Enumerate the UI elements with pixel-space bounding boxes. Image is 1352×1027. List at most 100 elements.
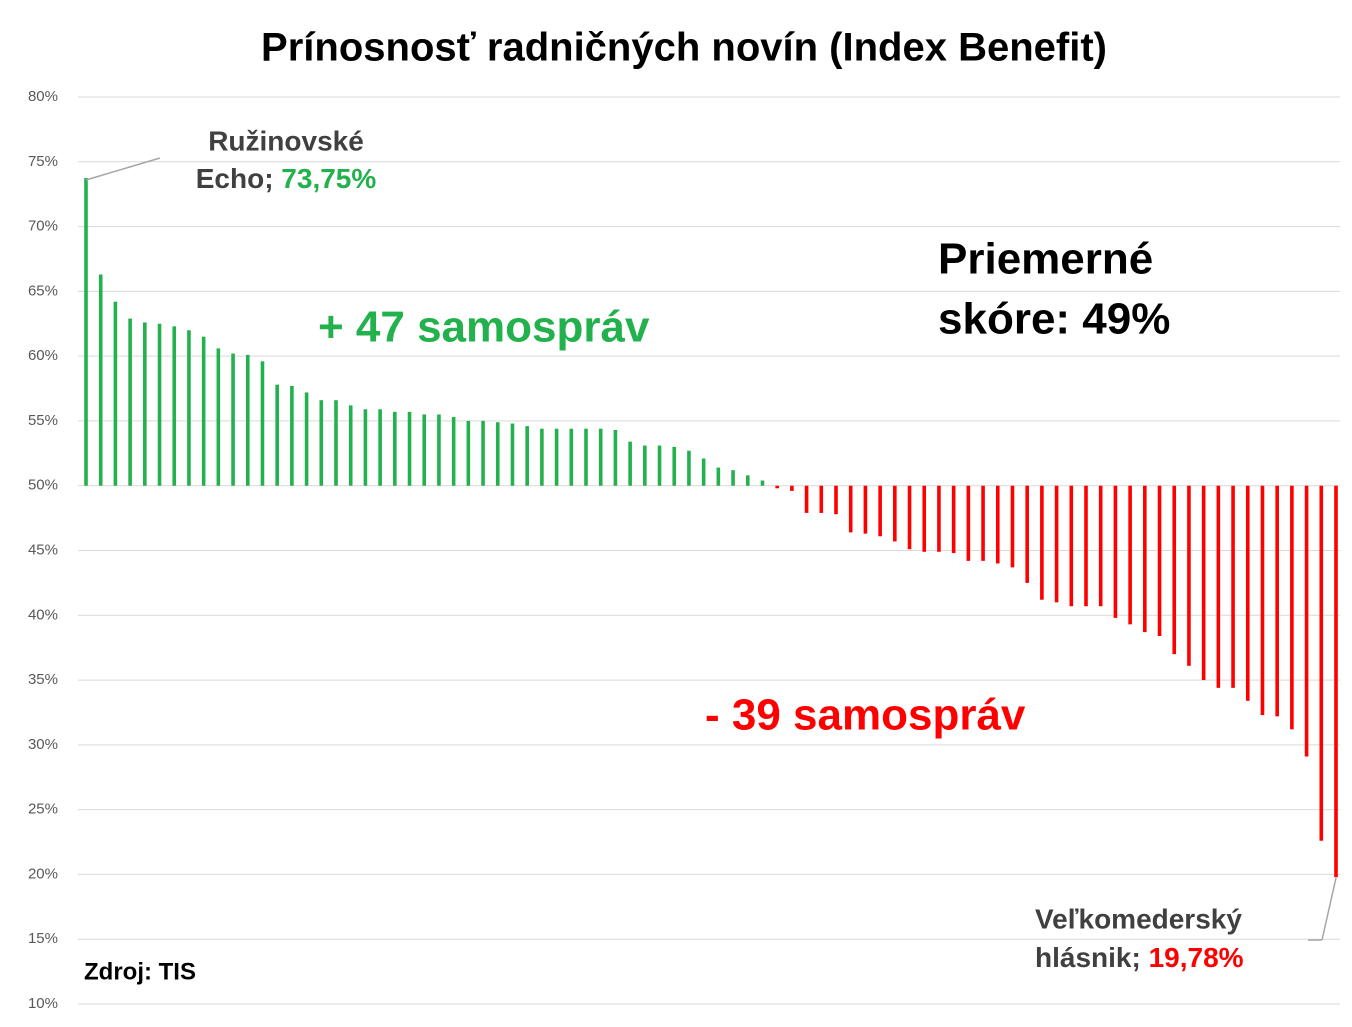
bar xyxy=(216,348,221,486)
bar xyxy=(584,428,588,486)
annotation: Veľkomederský xyxy=(1035,903,1242,934)
bar xyxy=(951,485,956,554)
above-label: + 47 samospráv xyxy=(318,303,650,352)
annotation-text: Echo; xyxy=(196,163,274,194)
bar xyxy=(893,485,897,542)
bar xyxy=(1304,485,1309,757)
bar xyxy=(598,428,603,486)
bar xyxy=(481,420,485,486)
bar xyxy=(922,485,927,552)
bar xyxy=(348,405,353,486)
bar xyxy=(304,392,309,486)
bar xyxy=(554,428,559,486)
bar xyxy=(1260,485,1265,716)
bar xyxy=(643,445,647,486)
leader-line xyxy=(1321,877,1337,941)
bar xyxy=(393,411,397,486)
bar xyxy=(187,330,191,486)
bar xyxy=(937,485,941,552)
bar xyxy=(201,336,206,486)
bar xyxy=(437,414,441,486)
bar xyxy=(1054,485,1059,603)
bar xyxy=(687,450,691,486)
bar xyxy=(113,301,118,486)
bar xyxy=(966,485,971,561)
bar xyxy=(731,470,735,486)
bar xyxy=(157,323,162,486)
bar xyxy=(790,485,794,491)
bar xyxy=(657,445,662,486)
y-tick-label: 55% xyxy=(28,412,58,429)
bar xyxy=(245,354,250,486)
bar xyxy=(1040,485,1044,600)
bar xyxy=(525,426,529,486)
bar xyxy=(1275,485,1279,717)
bar xyxy=(98,274,103,486)
bar xyxy=(172,326,177,486)
bar xyxy=(1334,485,1338,878)
bar xyxy=(1290,485,1294,730)
bar xyxy=(1113,485,1118,618)
average-label: Priemerné xyxy=(938,235,1153,284)
bar xyxy=(628,441,632,486)
bar xyxy=(1201,485,1206,681)
bar xyxy=(819,485,824,513)
bar xyxy=(1245,485,1250,701)
below-label: - 39 samospráv xyxy=(705,691,1026,740)
bar xyxy=(701,458,706,486)
chart-title: Prínosnosť radničných novín (Index Benef… xyxy=(261,26,1107,70)
bar xyxy=(510,423,515,486)
bar xyxy=(231,353,235,486)
y-tick-label: 25% xyxy=(28,801,58,818)
bar xyxy=(760,480,765,486)
bar xyxy=(672,446,677,486)
bar xyxy=(863,485,868,534)
annotation-value: 73,75% xyxy=(281,163,376,194)
bar xyxy=(848,485,853,533)
annotation: hlásnik; 19,78% xyxy=(1035,942,1244,973)
annotation: Ružinovské xyxy=(208,125,364,156)
bar xyxy=(84,177,88,486)
y-tick-label: 80% xyxy=(28,88,58,105)
bar xyxy=(1025,485,1029,583)
bar xyxy=(804,485,809,513)
bar xyxy=(745,475,750,486)
y-tick-label: 75% xyxy=(28,153,58,170)
y-tick-label: 30% xyxy=(28,736,58,753)
bar xyxy=(451,417,456,486)
average-label: skóre: 49% xyxy=(938,295,1170,344)
bar xyxy=(1128,485,1132,625)
bar xyxy=(995,485,1000,564)
y-tick-label: 50% xyxy=(28,477,58,494)
bar xyxy=(1069,485,1074,607)
bar xyxy=(1157,485,1162,637)
bar xyxy=(981,485,985,561)
y-tick-label: 60% xyxy=(28,347,58,364)
bar xyxy=(319,400,324,486)
bar xyxy=(275,384,279,486)
bar xyxy=(1319,485,1324,841)
y-tick-label: 40% xyxy=(28,606,58,623)
y-tick-label: 10% xyxy=(28,995,58,1012)
bar xyxy=(569,428,574,486)
bar xyxy=(775,485,779,489)
bar xyxy=(540,428,544,486)
source: Zdroj: TIS xyxy=(84,958,196,985)
bar xyxy=(1084,485,1088,607)
bars xyxy=(84,177,1338,878)
y-tick-label: 45% xyxy=(28,541,58,558)
annotation-text: hlásnik; xyxy=(1035,942,1141,973)
leader-line xyxy=(85,157,161,181)
bar xyxy=(1143,485,1147,633)
bar xyxy=(907,485,912,550)
bar xyxy=(407,411,412,486)
annotation: Echo; 73,75% xyxy=(196,163,377,194)
y-tick-label: 35% xyxy=(28,671,58,688)
y-tick-label: 20% xyxy=(28,865,58,882)
bar xyxy=(716,467,721,486)
bar xyxy=(834,485,838,515)
bar xyxy=(363,409,368,486)
bar xyxy=(466,420,471,486)
